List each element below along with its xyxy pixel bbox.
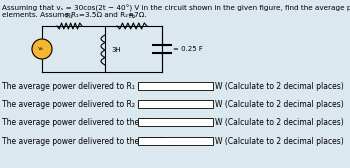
Text: The average power delivered to the 3H inductor is: The average power delivered to the 3H in… — [2, 118, 195, 127]
FancyBboxPatch shape — [138, 100, 213, 108]
Text: 3H: 3H — [111, 47, 121, 53]
FancyBboxPatch shape — [28, 20, 175, 76]
Text: W (Calculate to 2 decimal places): W (Calculate to 2 decimal places) — [215, 82, 344, 91]
Text: R₂: R₂ — [128, 13, 136, 19]
FancyBboxPatch shape — [138, 82, 213, 90]
Text: elements. Assume R₁=3.5Ω and R₂=7Ω.: elements. Assume R₁=3.5Ω and R₂=7Ω. — [2, 12, 147, 18]
Circle shape — [32, 39, 52, 59]
FancyBboxPatch shape — [138, 118, 213, 126]
Text: The average power delivered to R₂ is: The average power delivered to R₂ is — [2, 100, 143, 109]
Text: = 0.25 F: = 0.25 F — [173, 46, 203, 52]
Text: W (Calculate to 2 decimal places): W (Calculate to 2 decimal places) — [215, 137, 344, 146]
Text: The average power delivered to R₁ is: The average power delivered to R₁ is — [2, 82, 143, 91]
Text: W (Calculate to 2 decimal places): W (Calculate to 2 decimal places) — [215, 118, 344, 127]
Text: Assuming that vₛ = 30cos(2t − 40°) V in the circuit shown in the given figure, f: Assuming that vₛ = 30cos(2t − 40°) V in … — [2, 5, 350, 12]
FancyBboxPatch shape — [138, 137, 213, 145]
Text: vₛ: vₛ — [38, 47, 44, 52]
Text: W (Calculate to 2 decimal places): W (Calculate to 2 decimal places) — [215, 100, 344, 109]
Text: The average power delivered to the 0.25F capacitor is: The average power delivered to the 0.25F… — [2, 137, 210, 146]
Text: R₁: R₁ — [66, 13, 73, 19]
